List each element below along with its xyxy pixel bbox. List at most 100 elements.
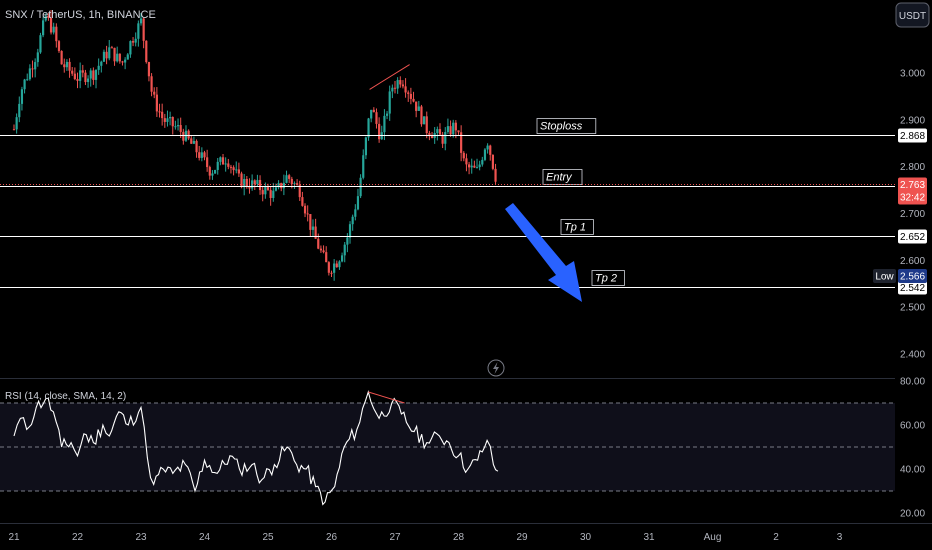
- rsi-tick-label: 20.00: [900, 509, 925, 520]
- candle-body: [346, 237, 349, 245]
- candle-body: [383, 115, 386, 133]
- candle-body: [105, 51, 108, 59]
- candle-body: [240, 173, 243, 188]
- time-tick-label: 22: [72, 532, 84, 543]
- candle-body: [483, 149, 487, 160]
- candle-body: [179, 125, 182, 132]
- candle-body: [362, 155, 365, 178]
- candle-body: [415, 101, 418, 111]
- candle-body: [280, 183, 283, 189]
- candle-body: [116, 53, 119, 62]
- candle-body: [57, 41, 61, 51]
- candle-body: [163, 118, 166, 122]
- level-label-box: [591, 270, 625, 286]
- candle-body: [467, 164, 471, 168]
- rsi-band: [0, 402, 895, 492]
- level-price-text: 2.542: [900, 283, 925, 294]
- candle-body: [306, 213, 309, 215]
- time-tick-label: 27: [389, 532, 401, 543]
- candle-body: [290, 178, 293, 184]
- last-price-text: 2.763: [900, 180, 925, 191]
- candle-body: [213, 169, 217, 174]
- candle-body: [126, 54, 129, 60]
- candle-body: [206, 157, 209, 168]
- candle-body: [264, 186, 267, 195]
- time-tick-label: 25: [262, 532, 274, 543]
- candle-body: [192, 140, 196, 144]
- candle-body: [388, 91, 391, 114]
- candle-body: [473, 165, 476, 168]
- lightning-icon[interactable]: [487, 359, 505, 377]
- candle-body: [153, 91, 156, 95]
- candle-body: [399, 80, 402, 85]
- candle-body: [454, 122, 457, 131]
- candle-body: [108, 47, 111, 59]
- rsi-title: RSI (14, close, SMA, 14, 2): [5, 391, 126, 402]
- candle-body: [84, 72, 87, 83]
- candle-body: [404, 86, 407, 93]
- candle-body: [139, 18, 143, 24]
- candle-body: [452, 122, 455, 135]
- price-tick-label: 3.000: [900, 69, 925, 80]
- symbol-title: SNX / TetherUS, 1h, BINANCE: [5, 9, 156, 21]
- candle-body: [462, 152, 465, 159]
- candle-body: [470, 165, 473, 168]
- candle-body: [65, 61, 69, 68]
- level-label: Tp 2: [595, 273, 617, 285]
- level-label-box: [536, 118, 597, 134]
- candle-body: [63, 64, 66, 68]
- level-price-tag: [898, 280, 927, 295]
- candle-body: [118, 53, 121, 62]
- candle-body: [129, 41, 132, 55]
- candle-body: [253, 180, 256, 185]
- time-tick-label: 3: [837, 532, 843, 543]
- candle-body: [370, 109, 373, 119]
- candle-body: [274, 187, 278, 191]
- candle-body: [338, 261, 341, 268]
- candle-body: [309, 214, 312, 230]
- candle-body: [124, 59, 127, 63]
- candle-body: [147, 62, 151, 77]
- candle-body: [227, 163, 230, 167]
- candle-body: [391, 87, 394, 92]
- candle-body: [256, 179, 259, 185]
- currency-button[interactable]: USDT: [895, 2, 930, 28]
- candle-body: [71, 70, 74, 74]
- candle-body: [277, 183, 280, 188]
- candle-body: [94, 69, 98, 80]
- time-axis: 21 22 23 24 25 26 27 28 29 30 31 Aug 2 3: [8, 532, 842, 543]
- rsi-line: [13, 390, 499, 506]
- grid: [0, 378, 932, 524]
- last-price-tag: [898, 177, 927, 205]
- candle-body: [417, 106, 420, 111]
- candle-body: [288, 175, 291, 179]
- candle-body: [81, 70, 84, 73]
- candle-body: [176, 125, 180, 127]
- candle-body: [478, 164, 481, 168]
- time-tick-label: 31: [643, 532, 655, 543]
- candle-body: [269, 190, 272, 198]
- candle-body: [311, 226, 315, 230]
- candle-body: [224, 163, 227, 165]
- price-divergence-line: [369, 64, 410, 90]
- rsi-tick-label: 80.00: [900, 377, 925, 388]
- candle-body: [489, 145, 492, 155]
- candle-body: [150, 76, 153, 92]
- candle-body: [190, 138, 193, 144]
- candle-body: [44, 16, 47, 21]
- candle-body: [441, 134, 444, 144]
- candle-body: [425, 116, 428, 134]
- candle-body: [330, 272, 333, 274]
- time-tick-label: 30: [580, 532, 592, 543]
- candle-body: [195, 140, 198, 153]
- candle-body: [155, 94, 158, 112]
- candle-body: [282, 182, 285, 189]
- candle-body: [314, 226, 317, 239]
- candle-body: [121, 61, 124, 63]
- rsi-tick-label: 60.00: [900, 421, 925, 432]
- level-label: Entry: [546, 172, 573, 184]
- time-tick-label: 2: [773, 532, 779, 543]
- candle-body: [161, 111, 164, 119]
- level-price-tag: [898, 229, 927, 244]
